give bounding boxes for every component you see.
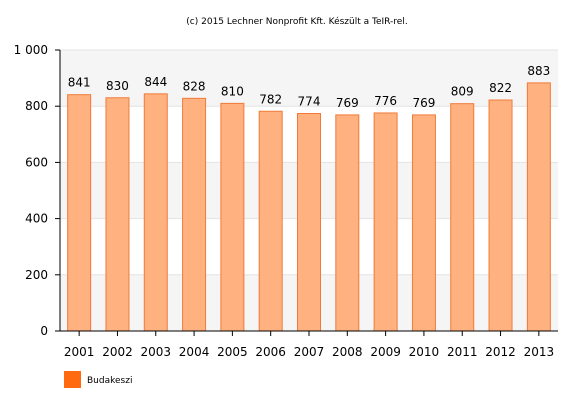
bar: [105, 97, 130, 332]
x-tick-label: 2008: [332, 345, 363, 359]
data-label: 828: [183, 79, 206, 93]
y-tick-label: 0: [40, 324, 48, 338]
bar: [297, 113, 321, 332]
data-label: 782: [259, 92, 282, 106]
bar: [143, 93, 168, 332]
bar: [182, 97, 207, 332]
x-tick-label: 2010: [409, 345, 440, 359]
x-tick-label: 2012: [485, 345, 516, 359]
x-tick-label: 2005: [217, 345, 248, 359]
bar: [488, 99, 513, 332]
y-tick-label: 600: [25, 155, 48, 169]
bar: [373, 112, 398, 332]
x-tick-label: 2013: [524, 345, 555, 359]
data-label: 774: [298, 95, 321, 109]
x-tick-label: 2004: [179, 345, 210, 359]
x-tick-label: 2009: [370, 345, 401, 359]
data-label: 841: [68, 76, 91, 90]
y-axis-ticks: 0 200 400 600 800 1 000: [14, 43, 60, 338]
data-label: 776: [374, 94, 397, 108]
bar: [67, 94, 92, 332]
data-label: 769: [336, 96, 359, 110]
bar: [526, 82, 551, 332]
y-tick-label: 800: [25, 99, 48, 113]
x-tick-label: 2002: [102, 345, 133, 359]
y-tick-label: 200: [25, 268, 48, 282]
x-tick-label: 2006: [255, 345, 286, 359]
data-label: 883: [527, 64, 550, 78]
legend-label-budakeszi: Budakeszi: [87, 376, 132, 386]
x-tick-label: 2011: [447, 345, 478, 359]
data-label: 809: [451, 85, 474, 99]
legend: Budakeszi: [64, 371, 132, 388]
bar: [258, 110, 283, 332]
bar: [335, 114, 360, 332]
bar: [411, 114, 436, 332]
data-labels: 841 830 844 828 810 782 774 769 776 769 809 822 883: [68, 64, 551, 110]
data-label: 844: [144, 75, 167, 89]
y-tick-label: 1 000: [14, 43, 48, 57]
bar: [220, 102, 245, 332]
x-tick-label: 2007: [294, 345, 325, 359]
data-label: 769: [412, 96, 435, 110]
y-tick-label: 400: [25, 212, 48, 226]
data-label: 830: [106, 79, 129, 93]
plot-band: [60, 50, 558, 107]
y-gridlines: [60, 49, 558, 276]
bar: [450, 103, 475, 332]
data-label: 822: [489, 81, 512, 95]
legend-swatch-budakeszi: [64, 371, 81, 388]
data-label: 810: [221, 84, 244, 98]
x-tick-label: 2001: [64, 345, 95, 359]
chart-credit: (c) 2015 Lechner Nonprofit Kft. Készült …: [186, 16, 407, 27]
x-tick-label: 2003: [140, 345, 171, 359]
x-axis-ticks: 2001 2002 2003 2004 2005 2006 2007 2008 2009 2010…: [64, 331, 554, 359]
